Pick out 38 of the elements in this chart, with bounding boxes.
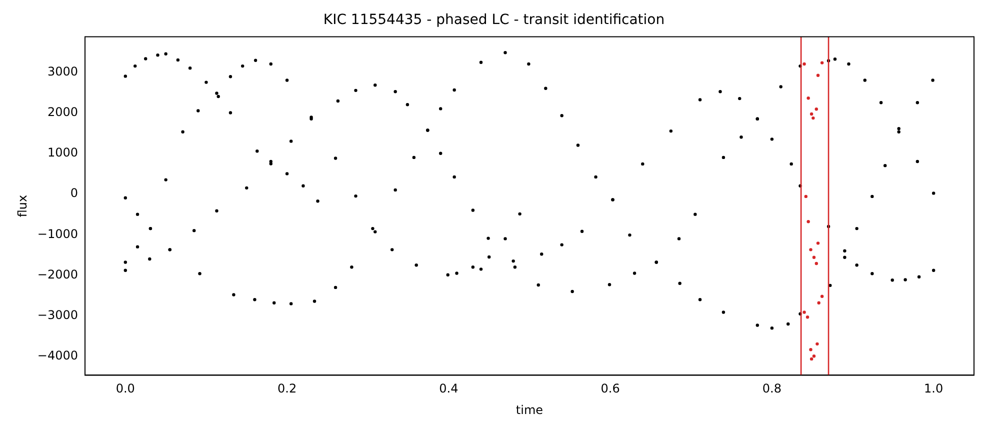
point xyxy=(809,348,812,352)
point xyxy=(814,262,818,266)
point xyxy=(820,294,824,298)
point xyxy=(804,194,808,198)
point xyxy=(810,112,814,116)
y-tick-label: 1000 xyxy=(47,146,78,160)
x-tick-label: 0.2 xyxy=(277,382,297,396)
y-tick-label: −3000 xyxy=(37,308,78,322)
point xyxy=(806,220,810,224)
x-axis-title: time xyxy=(516,402,544,417)
point xyxy=(820,61,824,64)
point xyxy=(809,248,812,252)
y-tick-label: 3000 xyxy=(47,64,78,78)
point xyxy=(806,316,810,319)
point xyxy=(806,96,810,100)
point xyxy=(814,108,818,111)
point xyxy=(816,242,820,245)
y-tick-label: −2000 xyxy=(37,267,78,282)
point xyxy=(816,342,819,346)
point xyxy=(812,256,816,259)
point xyxy=(802,62,806,66)
point xyxy=(810,357,814,361)
point xyxy=(816,74,820,77)
x-tick-label: 1.0 xyxy=(924,382,944,396)
y-tick-label: 0 xyxy=(70,186,78,200)
chart-title: KIC 11554435 - phased LC - transit identification xyxy=(323,12,665,28)
y-tick-label: −4000 xyxy=(37,348,78,363)
point xyxy=(812,116,815,120)
point xyxy=(812,354,816,358)
y-axis-title: flux xyxy=(15,194,30,218)
x-tick-label: 0.4 xyxy=(439,382,458,396)
x-tick-label: 0.8 xyxy=(762,382,782,396)
x-tick-label: 0.0 xyxy=(116,382,135,396)
y-tick-label: 2000 xyxy=(47,104,78,119)
point xyxy=(802,310,806,314)
x-tick-label: 0.6 xyxy=(600,382,620,396)
point xyxy=(817,301,820,304)
y-tick-label: −1000 xyxy=(37,226,78,241)
